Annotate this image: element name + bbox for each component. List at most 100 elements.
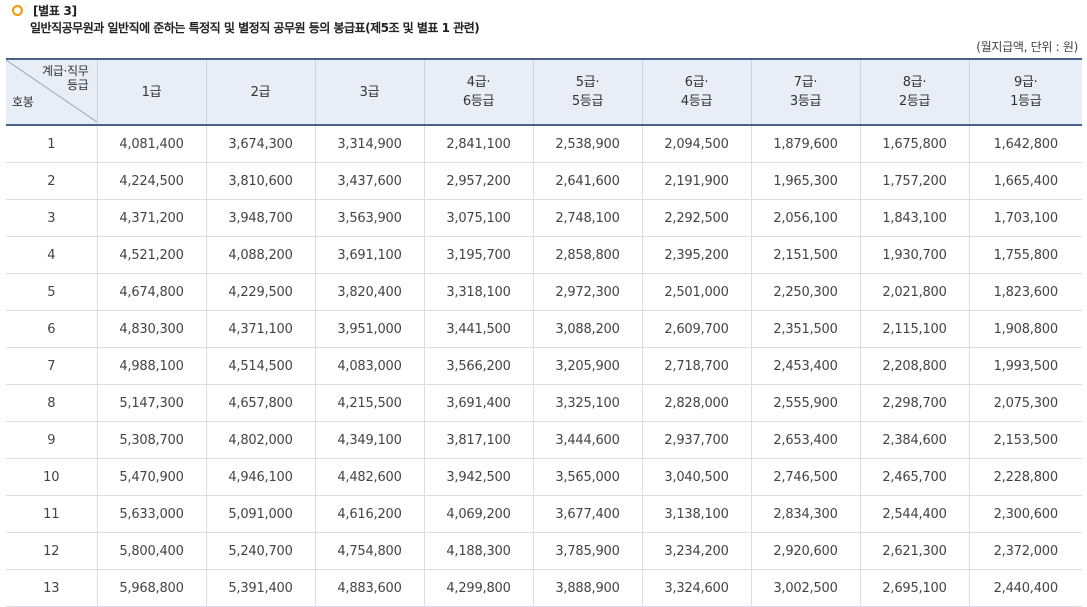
table-row: 12 5,800,400 5,240,700 4,754,800 4,188,300 3,… (6, 532, 1082, 570)
column-header-5: 5급· 5등급 (532, 58, 642, 126)
salary-cell: 4,616,200 (314, 495, 424, 533)
salary-cell: 1,843,100 (859, 199, 969, 237)
salary-cell: 2,621,300 (859, 532, 969, 570)
step-number-cell: 13 (6, 569, 97, 607)
column-header-line1: 6급· (684, 75, 709, 90)
salary-cell: 3,785,900 (532, 532, 642, 570)
salary-cell: 3,948,700 (205, 199, 315, 237)
salary-cell: 2,151,500 (750, 236, 860, 274)
salary-cell: 2,841,100 (423, 125, 533, 163)
salary-cell: 1,993,500 (968, 347, 1082, 385)
column-header-line1: 4급· (466, 75, 491, 90)
salary-cell: 4,514,500 (205, 347, 315, 385)
unit-note: (월지급액, 단위 : 원) (976, 40, 1078, 54)
column-header-2: 2급 (205, 58, 315, 126)
salary-cell: 3,951,000 (314, 310, 424, 348)
column-header-line2: 3등급 (789, 94, 822, 109)
header-row: 계급·직무 등급 호봉 1급 2급 3급 4급· 6등급 5급· 5등급 6급· 4등급 7급· 3… (6, 58, 1082, 126)
salary-cell: 3,325,100 (532, 384, 642, 422)
diagonal-divider (6, 60, 97, 122)
salary-cell: 3,566,200 (423, 347, 533, 385)
column-header-line1: 7급· (793, 75, 818, 90)
salary-cell: 4,371,200 (96, 199, 206, 237)
salary-cell: 4,215,500 (314, 384, 424, 422)
salary-cell: 2,440,400 (968, 569, 1082, 607)
salary-cell: 3,205,900 (532, 347, 642, 385)
salary-cell: 4,657,800 (205, 384, 315, 422)
table-body: 1 4,081,400 3,674,300 3,314,900 2,841,100 2,5… (6, 125, 1082, 607)
column-header-line1: 5급· (575, 75, 600, 90)
salary-cell: 2,609,700 (641, 310, 751, 348)
column-header-line2: 5등급 (571, 94, 604, 109)
step-number-cell: 8 (6, 384, 97, 422)
step-number-cell: 9 (6, 421, 97, 459)
salary-cell: 2,641,600 (532, 162, 642, 200)
salary-cell: 3,444,600 (532, 421, 642, 459)
salary-cell: 1,642,800 (968, 125, 1082, 163)
salary-cell: 4,081,400 (96, 125, 206, 163)
table-row: 9 5,308,700 4,802,000 4,349,100 3,817,100 3,4… (6, 421, 1082, 459)
salary-cell: 5,470,900 (96, 458, 206, 496)
salary-cell: 2,250,300 (750, 273, 860, 311)
table-row: 11 5,633,000 5,091,000 4,616,200 4,069,200 3,… (6, 495, 1082, 533)
salary-cell: 3,888,900 (532, 569, 642, 607)
salary-cell: 3,234,200 (641, 532, 751, 570)
salary-cell: 3,677,400 (532, 495, 642, 533)
salary-cell: 3,820,400 (314, 273, 424, 311)
salary-cell: 2,544,400 (859, 495, 969, 533)
column-header-line2: 6등급 (462, 94, 495, 109)
step-number-cell: 11 (6, 495, 97, 533)
salary-table: 계급·직무 등급 호봉 1급 2급 3급 4급· 6등급 5급· 5등급 6급· 4등급 7급· 3… (6, 58, 1082, 607)
salary-cell: 2,834,300 (750, 495, 860, 533)
salary-cell: 5,800,400 (96, 532, 206, 570)
salary-cell: 1,675,800 (859, 125, 969, 163)
salary-cell: 2,746,500 (750, 458, 860, 496)
salary-cell: 4,349,100 (314, 421, 424, 459)
salary-cell: 2,920,600 (750, 532, 860, 570)
salary-cell: 3,040,500 (641, 458, 751, 496)
salary-cell: 2,075,300 (968, 384, 1082, 422)
salary-cell: 4,088,200 (205, 236, 315, 274)
column-header-6: 6급· 4등급 (641, 58, 751, 126)
salary-cell: 2,208,800 (859, 347, 969, 385)
salary-cell: 3,437,600 (314, 162, 424, 200)
salary-cell: 3,691,100 (314, 236, 424, 274)
salary-cell: 4,371,100 (205, 310, 315, 348)
salary-cell: 2,153,500 (968, 421, 1082, 459)
salary-cell: 1,965,300 (750, 162, 860, 200)
salary-cell: 2,300,600 (968, 495, 1082, 533)
salary-cell: 4,083,000 (314, 347, 424, 385)
salary-cell: 2,228,800 (968, 458, 1082, 496)
salary-cell: 2,056,100 (750, 199, 860, 237)
salary-cell: 3,324,600 (641, 569, 751, 607)
corner-level-label: 등급 (67, 78, 89, 92)
salary-cell: 2,292,500 (641, 199, 751, 237)
salary-cell: 5,968,800 (96, 569, 206, 607)
corner-grade-label: 계급·직무 (42, 64, 89, 78)
salary-cell: 3,314,900 (314, 125, 424, 163)
step-number-cell: 4 (6, 236, 97, 274)
salary-cell: 3,441,500 (423, 310, 533, 348)
salary-cell: 2,094,500 (641, 125, 751, 163)
salary-cell: 4,883,600 (314, 569, 424, 607)
column-header-line2: 1등급 (1010, 94, 1042, 109)
column-header-line1: 1급 (141, 84, 162, 100)
table-row: 13 5,968,800 5,391,400 4,883,600 4,299,800 3,… (6, 569, 1082, 607)
salary-cell: 3,810,600 (205, 162, 315, 200)
column-header-4: 4급· 6등급 (423, 58, 533, 126)
column-header-line1: 2급 (250, 84, 271, 100)
salary-cell: 3,942,500 (423, 458, 533, 496)
table-row: 7 4,988,100 4,514,500 4,083,000 3,566,200 3,2… (6, 347, 1082, 385)
salary-cell: 5,147,300 (96, 384, 206, 422)
salary-cell: 4,229,500 (205, 273, 315, 311)
salary-cell: 2,957,200 (423, 162, 533, 200)
salary-cell: 2,191,900 (641, 162, 751, 200)
salary-cell: 1,755,800 (968, 236, 1082, 274)
salary-cell: 2,972,300 (532, 273, 642, 311)
salary-cell: 1,823,600 (968, 273, 1082, 311)
table-row: 1 4,081,400 3,674,300 3,314,900 2,841,100 2,5… (6, 125, 1082, 163)
salary-cell: 1,757,200 (859, 162, 969, 200)
salary-cell: 4,754,800 (314, 532, 424, 570)
salary-cell: 4,521,200 (96, 236, 206, 274)
table-title: 일반직공무원과 일반직에 준하는 특정직 및 별정직 공무원 등의 봉급표(제5… (30, 21, 480, 35)
